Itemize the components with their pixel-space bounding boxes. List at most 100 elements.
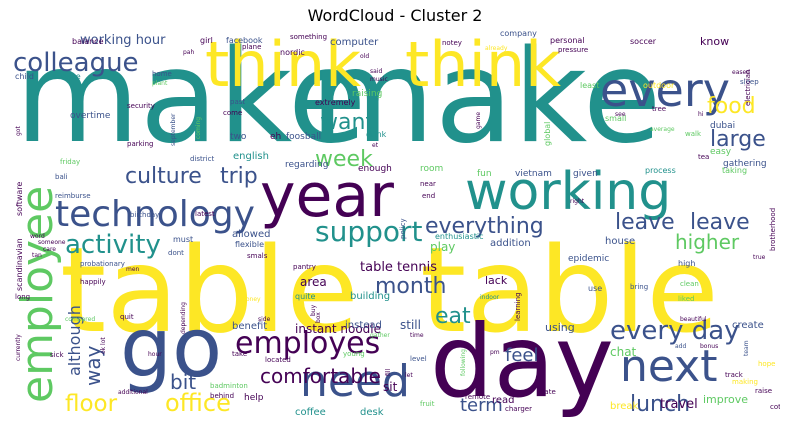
word-must: must [173,235,193,244]
word-cot: cot [770,403,780,411]
word-create: create [732,320,764,331]
word-game: game [475,112,482,129]
word-know: know [700,35,729,48]
word-said: said [370,68,382,75]
word-box: box [315,312,322,323]
word-large: large [710,127,766,152]
word-remote: remote [465,393,490,401]
word-soccer: soccer [630,37,657,46]
word-smals: smals [247,252,268,260]
word-probationary: probationary [80,260,125,268]
word-given: given [573,169,598,179]
word-office: office [165,389,231,417]
word-add: add [675,343,686,350]
word-hate: hate [540,388,556,396]
word-flexible: flexible [235,240,264,249]
word-gather: gather [370,332,390,339]
word-clean: clean [680,280,699,288]
word-charger: charger [505,405,532,413]
word-improve: improve [703,393,748,406]
word-leave: leave [690,210,750,235]
word-dubai: dubai [710,121,735,131]
word-friday: friday [60,158,80,166]
word-hi: hi [698,111,704,118]
word-badminton: badminton [210,382,248,390]
word-care: care [43,246,56,253]
word-got: got [15,126,22,136]
word-drink: drink [366,130,387,139]
word-still: still [400,318,421,332]
word-true: true [753,254,766,261]
word-employes: employes [235,326,380,361]
word-making: making [732,378,758,386]
word-hope: hope [758,360,775,368]
word-higher: higher [675,230,740,254]
word-term: term [460,395,503,416]
word-average: average [650,126,675,133]
word-tree: tree [652,105,666,113]
word-fruit: fruit [420,400,435,408]
word-year: year [260,161,394,231]
word-two: two [230,132,247,142]
word-compared: compared [65,316,95,323]
word-culture: culture [125,164,202,189]
chart-title: WordCloud - Cluster 2 [307,6,483,25]
word-use: use [588,284,602,293]
word-leave: leave [615,210,675,235]
word-need: need [300,356,410,407]
word-extremely: extremely [315,98,356,107]
word-month: month [375,274,446,299]
word-policy: policy [399,218,407,239]
word-bali: bali [55,173,68,181]
word-feel: feel [505,345,539,366]
word-girl: girl [200,36,213,45]
word-english: english [233,151,269,162]
word-nordic: nordic [280,48,305,57]
word-coffee: coffee [295,407,326,418]
word-hour: hour [148,351,162,358]
word-music: music [370,76,388,83]
word-right: right [570,198,585,205]
word-home: home [152,70,172,78]
word-trip: trip [220,164,258,189]
word-benefit: benefit [232,321,267,332]
word-et: et [372,142,379,149]
word-pm: pm [490,349,500,356]
word-come: come [223,109,242,117]
word-break: break [610,401,639,412]
word-house: house [605,236,635,247]
word-company: company [500,31,537,38]
word-play: play [430,240,455,254]
word-everything: everything [425,214,544,239]
word-global: global [543,122,552,146]
word-activity: activity [65,230,161,260]
word-buy: buy [310,304,317,316]
word-ok-lot: ok lot [100,337,107,354]
word-room: room [420,164,443,174]
cloud-background [10,31,780,421]
word-notey: notey [442,39,462,47]
word-travel: travel [660,397,698,412]
word-comfortable: comfortable [260,364,381,388]
word-regarding: regarding [285,160,328,170]
word-let: let [405,372,413,379]
word-quite: quite [295,292,316,301]
word-september: september [170,113,177,146]
word-currently: currently [15,334,22,361]
word-make: make [15,31,366,172]
word-overtime: overtime [70,111,111,121]
word-support: support [315,215,423,248]
word-child: child [15,72,34,81]
word-additional: additional [118,389,148,396]
word-parking: parking [127,140,154,148]
word-eased: eased [732,69,750,76]
word-instead: instead [345,320,382,331]
word-sleep: sleep [740,78,759,86]
word-employee: employee [12,186,63,403]
word-end: end [422,192,435,200]
word-level: level [410,355,427,363]
word-facebook: facebook [226,36,263,45]
word-foosball: foosball [286,132,321,142]
word-least: least [580,81,599,90]
